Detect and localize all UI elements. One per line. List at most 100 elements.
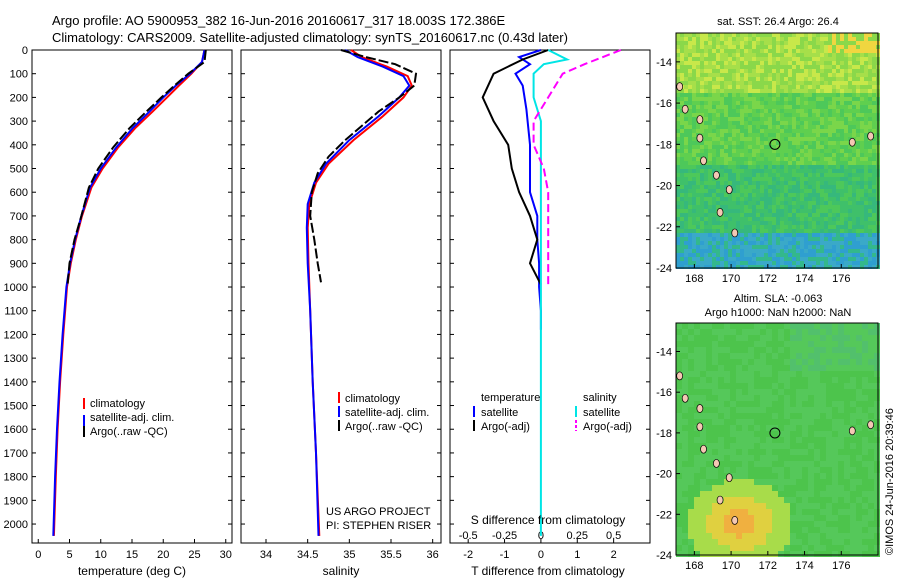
map-cell (856, 479, 862, 485)
map-cell (728, 205, 732, 209)
map-cell (852, 113, 856, 117)
map-cell (704, 249, 708, 253)
map-cell (778, 437, 784, 443)
map-cell (824, 201, 828, 205)
map-cell (808, 323, 814, 329)
map-cell (768, 241, 772, 245)
map-cell (868, 65, 872, 69)
map-cell (796, 491, 802, 497)
map-cell (776, 165, 780, 169)
map-cell (730, 491, 736, 497)
map-cell (784, 201, 788, 205)
map-cell (784, 407, 790, 413)
map-cell (740, 193, 744, 197)
map-cell (856, 341, 862, 347)
y-tick-label: 200 (10, 92, 28, 104)
map-cell (808, 49, 812, 53)
map-cell (788, 109, 792, 113)
map-cell (754, 485, 760, 491)
map-cell (716, 261, 720, 265)
map-cell (868, 479, 874, 485)
map-cell (790, 479, 796, 485)
map-cell (800, 221, 804, 225)
map-cell (754, 515, 760, 521)
map-cell (808, 33, 812, 37)
map-cell (760, 61, 764, 65)
map-cell (840, 161, 844, 165)
map-cell (850, 323, 856, 329)
map-cell (844, 383, 850, 389)
map-cell (832, 117, 836, 121)
map-cell (808, 197, 812, 201)
island-shape (700, 444, 707, 454)
map-cell (728, 261, 732, 265)
difference-series (481, 49, 622, 536)
map-cell (694, 437, 700, 443)
map-cell (704, 257, 708, 261)
map-cell (824, 137, 828, 141)
map-cell (772, 253, 776, 257)
map-cell (682, 497, 688, 503)
map-cell (792, 97, 796, 101)
map-cell (760, 105, 764, 109)
map-cell (756, 241, 760, 245)
map-cell (804, 213, 808, 217)
map-cell (764, 265, 768, 269)
map-cell (820, 509, 826, 515)
map-cell (850, 455, 856, 461)
map-cell (748, 377, 754, 383)
map-cell (700, 389, 706, 395)
map-cell (820, 539, 826, 545)
map-cell (840, 237, 844, 241)
map-cell (780, 125, 784, 129)
map-cell (740, 37, 744, 41)
map-cell (732, 197, 736, 201)
map-cell (864, 109, 868, 113)
map-cell (764, 93, 768, 97)
map-cell (718, 443, 724, 449)
map-cell (712, 161, 716, 165)
map-cell (716, 125, 720, 129)
map-cell (680, 161, 684, 165)
map-cell (844, 209, 848, 213)
map-cell (718, 485, 724, 491)
map-cell (844, 323, 850, 329)
map-cell (836, 245, 840, 249)
map-cell (864, 161, 868, 165)
map-cell (832, 93, 836, 97)
island-shape (696, 115, 704, 124)
map-cell (848, 109, 852, 113)
map-cell (856, 533, 862, 539)
map-cell (796, 85, 800, 89)
map-cell (872, 265, 876, 269)
map-cell (700, 205, 704, 209)
map-cell (812, 141, 816, 145)
map-cell (824, 233, 828, 237)
map-cell (838, 323, 844, 329)
map-cell (736, 253, 740, 257)
map-cell (760, 261, 764, 265)
map-cell (848, 233, 852, 237)
map-cell (840, 69, 844, 73)
map-cell (784, 41, 788, 45)
map-cell (706, 335, 712, 341)
map-cell (780, 49, 784, 53)
map-cell (832, 125, 836, 129)
map-cell (772, 161, 776, 165)
map-cell (708, 157, 712, 161)
map-cell (708, 137, 712, 141)
map-cell (680, 129, 684, 133)
map-cell (848, 181, 852, 185)
map-cell (808, 89, 812, 93)
map-cell (808, 261, 812, 265)
map-cell (868, 249, 872, 253)
map-cell (836, 201, 840, 205)
map-cell (836, 189, 840, 193)
map-cell (756, 121, 760, 125)
map-cell (694, 527, 700, 533)
map-cell (760, 341, 766, 347)
map-cell (694, 521, 700, 527)
map-cell (772, 365, 778, 371)
map-cell (808, 237, 812, 241)
map-cell (856, 461, 862, 467)
